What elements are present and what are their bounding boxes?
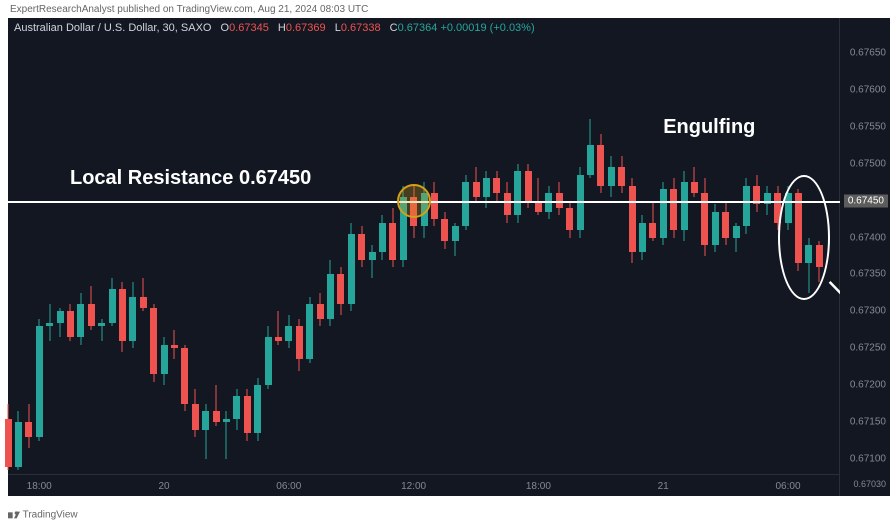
x-axis: 18:002006:0012:0018:002106:0012:0018:00: [8, 474, 839, 496]
projection-arrow[interactable]: [8, 38, 840, 474]
ohlc-high: 0.67369: [286, 22, 326, 34]
x-tick: 06:00: [276, 481, 301, 492]
publish-text: ExpertResearchAnalyst published on Tradi…: [10, 4, 368, 15]
ohlc-close: 0.67364: [398, 22, 438, 34]
footer-brand: TradingView: [8, 509, 78, 521]
y-tick: 0.67150: [850, 417, 886, 428]
y-axis: 0.67100 0.67150 0.67200 0.67250 0.67300 0.673…: [840, 18, 890, 496]
publish-header: ExpertResearchAnalyst published on Tradi…: [10, 4, 368, 15]
footer-text: TradingView: [23, 510, 78, 521]
y-tick: 0.67030: [853, 479, 886, 489]
ohlc-open: 0.67345: [229, 22, 269, 34]
ohlc-low: 0.67338: [341, 22, 381, 34]
y-tick: 0.67350: [850, 269, 886, 280]
ohlc-change: +0.00019 (+0.03%): [440, 22, 534, 34]
x-tick: 20: [158, 481, 169, 492]
x-tick: 12:00: [401, 481, 426, 492]
x-tick: 06:00: [775, 481, 800, 492]
y-tick: 0.67100: [850, 454, 886, 465]
y-tick: 0.67300: [850, 306, 886, 317]
chart-area[interactable]: Australian Dollar / U.S. Dollar, 30, SAX…: [8, 18, 840, 496]
x-tick: 18:00: [27, 481, 52, 492]
y-tick: 0.67400: [850, 232, 886, 243]
tradingview-logo-icon: [8, 509, 20, 521]
y-tick: 0.67600: [850, 84, 886, 95]
symbol-info: Australian Dollar / U.S. Dollar, 30, SAX…: [14, 22, 535, 34]
y-tick: 0.67250: [850, 343, 886, 354]
x-tick: 21: [658, 481, 669, 492]
candlestick-plot[interactable]: Local Resistance 0.67450Engulfing: [8, 38, 840, 474]
y-tick: 0.67650: [850, 47, 886, 58]
y-tick: 0.67200: [850, 380, 886, 391]
y-tick: 0.67550: [850, 121, 886, 132]
y-tick: 0.67500: [850, 158, 886, 169]
x-tick: 18:00: [526, 481, 551, 492]
price-tag: 0.67450: [844, 194, 888, 207]
symbol-name: Australian Dollar / U.S. Dollar, 30, SAX…: [14, 22, 211, 34]
